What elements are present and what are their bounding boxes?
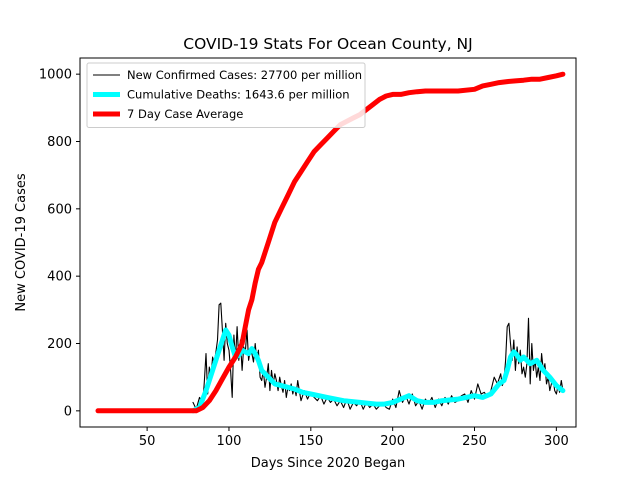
legend-entry-label: Cumulative Deaths: 1643.6 per million bbox=[127, 88, 350, 102]
x-axis-title: Days Since 2020 Began bbox=[251, 456, 406, 471]
legend: New Confirmed Cases: 27700 per million Cu… bbox=[86, 62, 366, 128]
chart-title: COVID-19 Stats For Ocean County, NJ bbox=[183, 35, 472, 53]
legend-entry-label: New Confirmed Cases: 27700 per million bbox=[127, 68, 362, 82]
y-tick-label: 1000 bbox=[39, 68, 72, 83]
y-tick-label: 400 bbox=[47, 270, 72, 285]
x-tick-label: 200 bbox=[380, 434, 405, 449]
y-axis: 0 200 400 600 800 1000 bbox=[39, 68, 80, 419]
legend-box bbox=[86, 62, 366, 128]
x-tick-label: 50 bbox=[139, 434, 156, 449]
axes-frame bbox=[79, 57, 577, 428]
x-tick-label: 150 bbox=[298, 434, 323, 449]
x-tick-label: 250 bbox=[462, 434, 487, 449]
x-tick-label: 100 bbox=[217, 434, 242, 449]
y-tick-label: 800 bbox=[47, 135, 72, 150]
y-tick-label: 600 bbox=[47, 202, 72, 217]
x-axis: 50 100 150 200 250 300 bbox=[139, 427, 569, 449]
y-tick-label: 200 bbox=[47, 337, 72, 352]
legend-entry-label: 7 Day Case Average bbox=[127, 107, 243, 121]
y-axis-title: New COVID-19 Cases bbox=[14, 173, 29, 311]
y-tick-label: 0 bbox=[64, 404, 72, 419]
seven-day-average-line bbox=[95, 71, 566, 414]
plot-area bbox=[95, 71, 566, 414]
x-tick-label: 300 bbox=[544, 434, 569, 449]
